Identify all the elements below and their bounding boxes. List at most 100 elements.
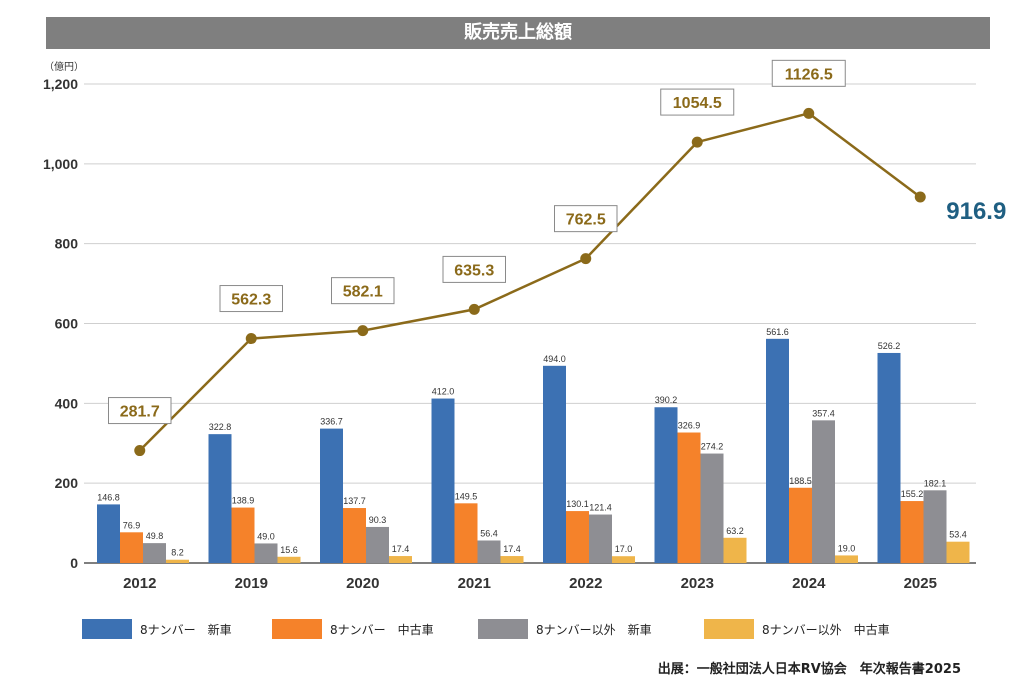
total-label-highlight: 916.9 (946, 198, 1006, 225)
y-tick-label: 400 (55, 395, 79, 411)
bar-value-label: 494.0 (543, 354, 566, 364)
total-label-box (442, 255, 506, 283)
bar-value-label: 63.2 (726, 526, 744, 536)
x-tick-label: 2024 (792, 575, 826, 592)
y-tick-label: 600 (55, 316, 79, 332)
total-label: 762.5 (566, 212, 606, 229)
y-tick-label: 0 (70, 555, 78, 571)
y-tick-label: 200 (55, 475, 79, 491)
bar-value-label: 56.4 (480, 528, 498, 538)
legend-item-non8-used: 8ナンバー以外 中古車 (704, 618, 890, 640)
bar-2023-2 (700, 453, 724, 563)
total-point-2025 (914, 191, 926, 203)
bar-2012-0 (97, 504, 120, 563)
bar-2021-1 (454, 503, 478, 563)
bar-value-label: 182.1 (924, 478, 947, 488)
total-label: 281.7 (120, 404, 160, 421)
legend-label-non8-used: 8ナンバー以外 中古車 (762, 622, 890, 637)
total-point-2022 (580, 253, 592, 265)
y-axis-unit-label: （億円） (44, 62, 84, 73)
total-label: 635.3 (454, 262, 494, 279)
bar-value-label: 188.5 (789, 476, 812, 486)
bar-value-label: 412.0 (432, 387, 455, 397)
total-label-box (660, 88, 735, 116)
bar-value-label: 155.2 (901, 489, 924, 499)
bar-value-label: 17.4 (503, 544, 521, 554)
bar-2019-0 (208, 434, 232, 563)
bar-2019-2 (254, 543, 278, 563)
bar-value-label: 138.9 (232, 496, 255, 506)
bar-value-label: 146.8 (97, 492, 120, 502)
x-tick-label: 2021 (458, 575, 491, 592)
bar-2024-1 (789, 487, 812, 563)
total-label-box (771, 59, 846, 87)
bar-2025-3 (946, 541, 970, 563)
sales-chart: 0 200 400 600 800 1,000 1,200 146.8 76.9 49.8 8.2 2… (43, 59, 1006, 592)
bar-value-label: 526.2 (878, 341, 901, 351)
bar-2020-0 (320, 428, 343, 563)
chart-title: 販売売上総額 (46, 17, 990, 49)
bar-value-label: 15.6 (280, 545, 298, 555)
bar-2024-0 (766, 338, 789, 563)
bar-value-label: 561.6 (766, 327, 789, 337)
total-point-2021 (468, 303, 480, 315)
bar-value-label: 17.4 (392, 544, 410, 554)
legend-item-non8-new: 8ナンバー以外 新車 (478, 618, 652, 640)
legend-swatch-non8-used (704, 619, 754, 639)
bar-2024-3 (835, 555, 858, 563)
bar-2025-1 (900, 501, 924, 563)
total-label: 1054.5 (673, 95, 722, 112)
legend-swatch-8-used (272, 619, 322, 639)
total-line (138, 111, 922, 452)
bar-value-label: 326.9 (678, 421, 701, 431)
total-label: 582.1 (343, 284, 383, 301)
bar-value-label: 390.2 (655, 395, 678, 405)
bar-2020-1 (343, 508, 366, 563)
legend-swatch-non8-new (478, 619, 528, 639)
bar-value-label: 90.3 (369, 515, 387, 525)
y-tick-label: 1,000 (43, 156, 78, 172)
bar-2022-3 (612, 556, 635, 563)
y-tick-label: 1,200 (43, 76, 78, 92)
bar-2012-3 (166, 559, 189, 563)
legend-label-8-new: 8ナンバー 新車 (140, 622, 232, 637)
bar-value-label: 357.4 (812, 408, 835, 418)
total-point-2024 (803, 107, 815, 119)
bar-value-label: 336.7 (320, 417, 343, 427)
total-label-box (554, 205, 618, 233)
bar-2021-2 (477, 540, 501, 563)
bar-value-label: 53.4 (949, 530, 967, 540)
bar-value-label: 130.1 (566, 499, 589, 509)
source-note: 出展：一般社団法人日本RV協会 年次報告書2025 (657, 662, 961, 677)
bar-2021-3 (500, 556, 524, 563)
bar-value-label: 19.0 (838, 543, 856, 553)
bar-2021-0 (431, 398, 455, 563)
total-point-2019 (245, 333, 257, 345)
x-tick-label: 2022 (569, 575, 602, 592)
bar-value-label: 322.8 (209, 422, 232, 432)
bar-value-label: 8.2 (171, 548, 184, 558)
bar-2012-2 (143, 543, 166, 563)
bar-2023-3 (723, 537, 747, 563)
bar-2025-2 (923, 490, 947, 563)
total-label-box (219, 285, 283, 313)
total-point-2020 (357, 325, 369, 337)
legend-swatch-8-new (82, 619, 132, 639)
x-tick-label: 2025 (904, 575, 937, 592)
x-tick-label: 2023 (681, 575, 714, 592)
bar-2022-2 (589, 514, 612, 563)
x-tick-label: 2012 (123, 575, 156, 592)
bar-2023-0 (654, 407, 678, 563)
legend-item-8-new: 8ナンバー 新車 (82, 618, 232, 640)
legend-item-8-used: 8ナンバー 中古車 (272, 618, 434, 640)
bar-2023-1 (677, 432, 701, 563)
bar-2022-0 (543, 365, 566, 563)
x-tick-label: 2020 (346, 575, 379, 592)
legend: 8ナンバー 新車 8ナンバー 中古車 8ナンバー以外 新車 8ナンバー以外 中古… (82, 618, 982, 640)
bar-2019-1 (231, 507, 255, 563)
bar-value-label: 76.9 (123, 520, 141, 530)
bar-value-label: 274.2 (701, 442, 724, 452)
bar-value-label: 49.0 (257, 531, 275, 541)
bar-value-label: 121.4 (589, 503, 612, 513)
bar-value-label: 149.5 (455, 491, 478, 501)
